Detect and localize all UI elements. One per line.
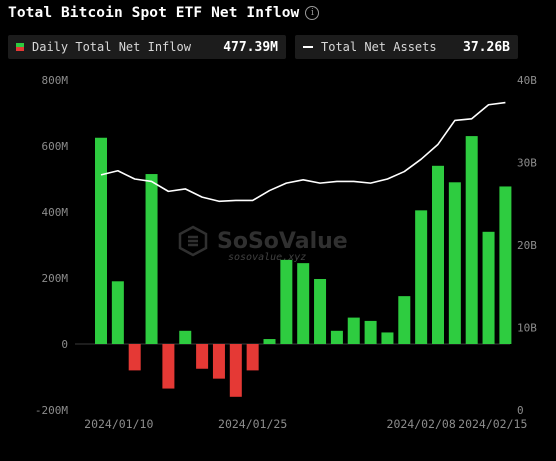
y-right-tick-label: 30B [517,157,537,170]
inflow-bar[interactable] [465,136,478,344]
x-tick-label: 2024/01/25 [218,417,287,431]
y-left-tick-label: 400M [42,206,69,219]
y-right-tick-label: 10B [517,322,537,335]
inflow-bar[interactable] [381,332,394,344]
inflow-bar[interactable] [415,210,428,344]
inflow-bar[interactable] [263,339,276,344]
y-right-tick-label: 20B [517,239,537,252]
inflow-bar[interactable] [95,137,107,344]
inflow-bar[interactable] [246,344,259,371]
y-left-tick-label: -200M [35,404,68,417]
y-left-tick-label: 800M [42,74,69,87]
y-right-tick-label: 0 [517,404,524,417]
inflow-bar[interactable] [347,317,360,344]
inflow-bar[interactable] [398,296,411,344]
inflow-bar[interactable] [145,174,158,344]
line-swatch-icon [303,46,313,48]
legend-assets[interactable]: Total Net Assets 37.26B [295,35,518,59]
inflow-swatch-icon [16,43,24,51]
inflow-bar[interactable] [179,330,192,344]
x-tick-label: 2024/02/15 [458,417,527,431]
title-row: Total Bitcoin Spot ETF Net Inflow i [8,5,320,21]
inflow-bar[interactable] [499,186,512,344]
legend-assets-label: Total Net Assets [321,40,437,54]
y-left-tick-label: 600M [42,140,69,153]
x-tick-label: 2024/01/10 [84,417,153,431]
x-tick-label: 2024/02/08 [387,417,456,431]
watermark: SoSoValue [177,225,348,257]
chart-title: Total Bitcoin Spot ETF Net Inflow [8,5,300,21]
assets-line[interactable] [100,101,506,203]
inflow-bar[interactable] [364,320,377,344]
inflow-bar[interactable] [212,344,225,379]
inflow-bar[interactable] [314,278,327,344]
watermark-subtext: sosovalue.xyz [228,252,307,263]
info-icon[interactable]: i [305,6,320,20]
y-right-tick-label: 40B [517,74,537,87]
y-left-tick-label: 0 [61,338,68,351]
sosovalue-logo-icon [178,225,208,257]
legend-inflow-label: Daily Total Net Inflow [32,40,191,54]
watermark-text: SoSoValue [217,228,348,254]
inflow-bar[interactable] [162,344,175,389]
inflow-bar[interactable] [448,182,461,344]
inflow-bar[interactable] [280,259,293,344]
inflow-bar[interactable] [229,344,242,397]
inflow-bar[interactable] [432,165,444,344]
legend-inflow[interactable]: Daily Total Net Inflow 477.39M [8,35,286,59]
inflow-bar[interactable] [330,330,343,344]
legend-assets-value: 37.26B [463,39,510,55]
inflow-bar[interactable] [196,344,209,369]
y-left-tick-label: 200M [42,272,69,285]
inflow-bar[interactable] [297,263,310,344]
inflow-bar[interactable] [482,231,495,344]
legend-inflow-value: 477.39M [223,39,278,55]
inflow-bar[interactable] [111,281,124,344]
inflow-bar[interactable] [128,344,141,371]
